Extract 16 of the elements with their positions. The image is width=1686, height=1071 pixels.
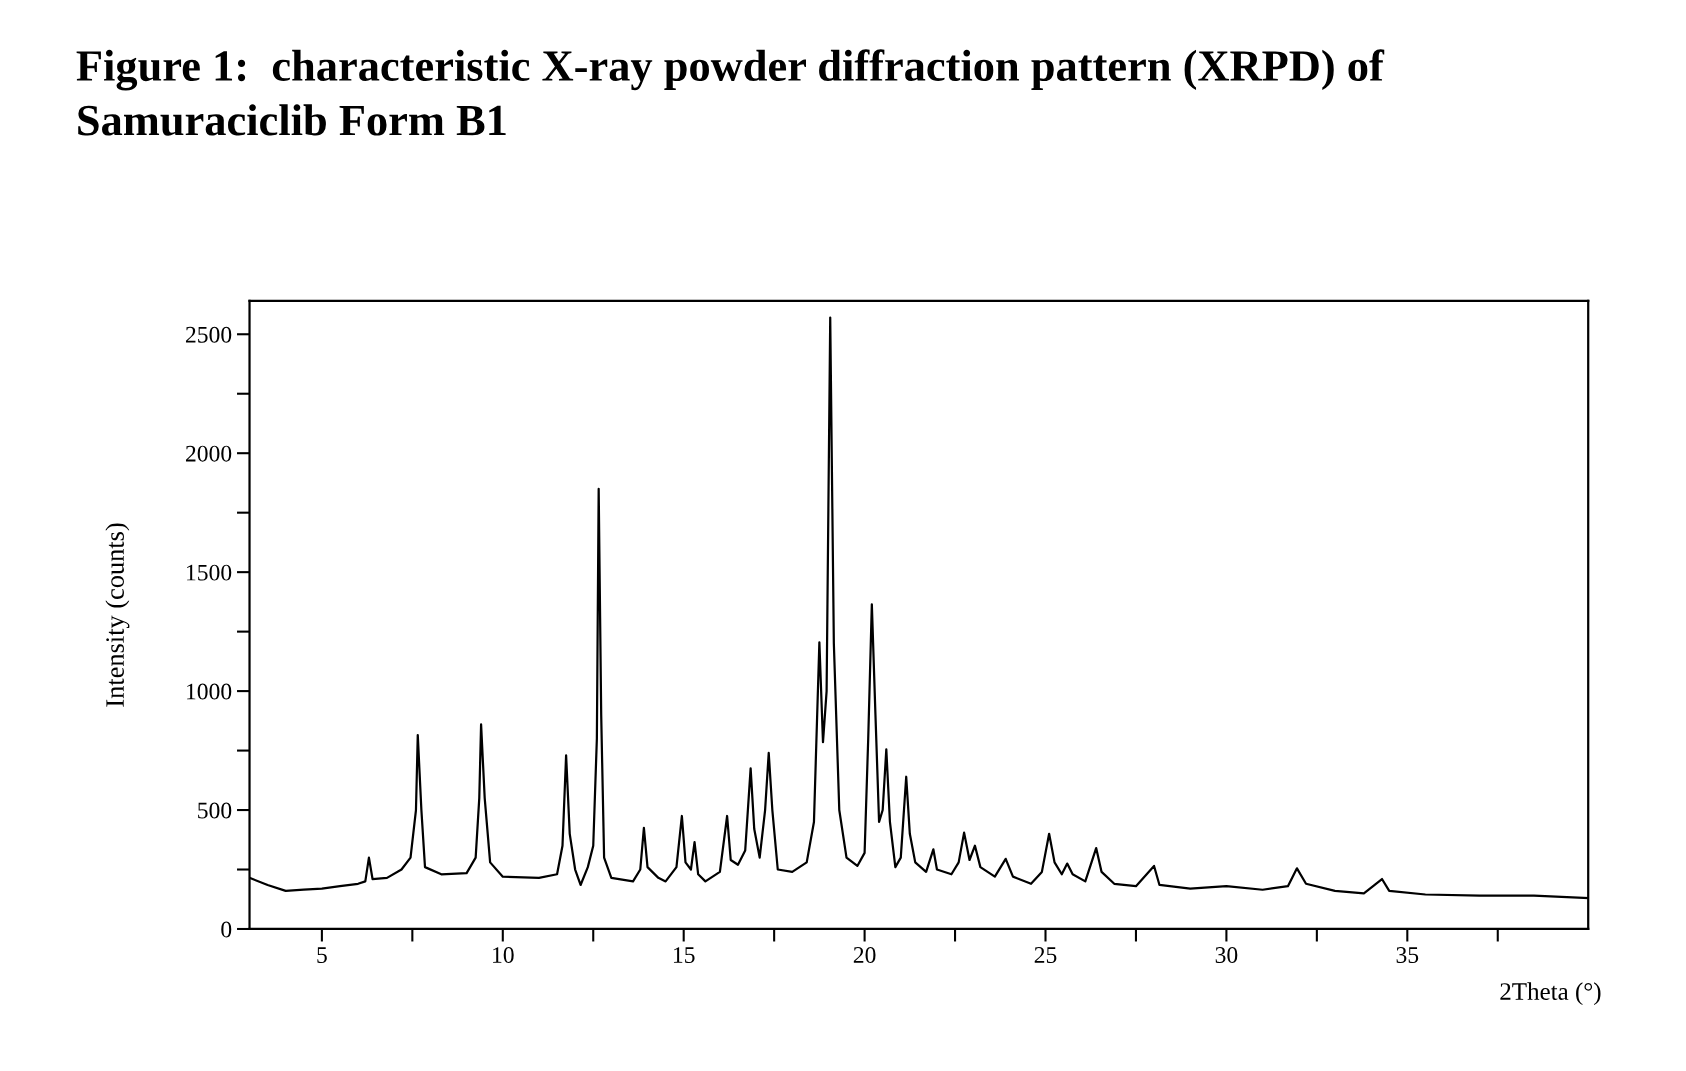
x-tick-label: 5 [317,947,327,963]
x-axis-title: 2Theta (°) [1500,982,1601,1006]
y-tick-label: 1000 [187,683,232,700]
x-tick-label: 15 [673,947,695,963]
x-tick-label: 30 [1215,947,1238,963]
x-tick-label: 10 [493,947,514,963]
x-tick-label: 20 [853,947,876,963]
y-tick-label: 500 [198,802,232,819]
y-tick-label: 2500 [185,326,232,343]
y-axis-title: Intensity (counts) [105,523,130,707]
x-tick-label: 35 [1396,947,1419,963]
y-tick-label: 0 [221,921,232,938]
y-tick-label: 1500 [187,564,232,581]
y-tick-label: 2000 [185,445,232,462]
x-tick-label: 25 [1034,947,1057,963]
chart-title: Figure 1: characteristic X-ray powder diffraction pattern (XRPD) of Samuraciclib Form B1 [76,49,1385,136]
